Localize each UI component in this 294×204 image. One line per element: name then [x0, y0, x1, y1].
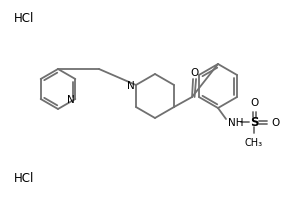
Text: HCl: HCl	[14, 12, 34, 25]
Text: NH: NH	[228, 118, 243, 127]
Text: HCl: HCl	[14, 171, 34, 184]
Text: N: N	[66, 94, 74, 104]
Text: S: S	[250, 116, 258, 129]
Text: CH₃: CH₃	[245, 137, 263, 147]
Text: O: O	[191, 68, 199, 78]
Text: O: O	[250, 98, 258, 108]
Text: O: O	[271, 118, 279, 127]
Text: N: N	[127, 81, 135, 91]
